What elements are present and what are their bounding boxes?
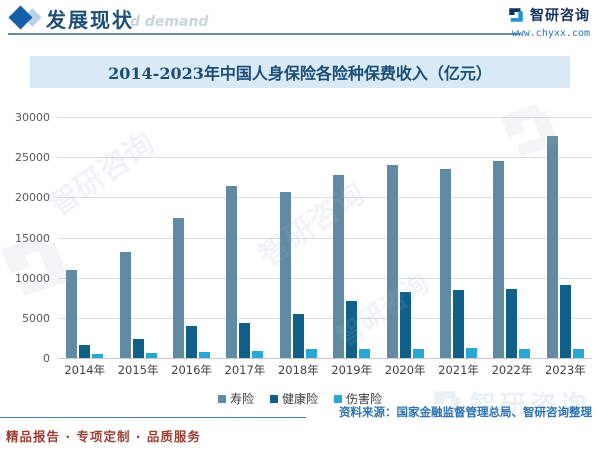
bar-健康险-2020年 xyxy=(399,292,411,358)
bar-寿险-2021年 xyxy=(440,168,452,358)
gridline xyxy=(58,197,592,199)
bar-伤害险-2019年 xyxy=(359,348,371,358)
footer-divider xyxy=(0,417,306,418)
x-axis-tick-label: 2017年 xyxy=(224,363,266,377)
bar-健康险-2021年 xyxy=(453,290,465,358)
x-axis-tick-label: 2022年 xyxy=(491,363,533,377)
legend-item-伤害险: 伤害险 xyxy=(334,390,382,407)
x-axis-tick-label: 2020年 xyxy=(384,363,426,377)
bar-伤害险-2020年 xyxy=(412,348,424,358)
x-axis-tick-label: 2019年 xyxy=(331,363,373,377)
legend-label: 寿险 xyxy=(229,392,254,406)
bar-寿险-2023年 xyxy=(546,135,558,358)
bar-groups xyxy=(58,117,592,358)
chart-title: 2014-2023年中国人身保险各险种保费收入（亿元） xyxy=(108,64,492,83)
gridline xyxy=(58,317,592,319)
y-axis-tick-label: 0 xyxy=(43,352,50,365)
bar-健康险-2022年 xyxy=(506,288,518,358)
legend-swatch-icon xyxy=(269,394,278,403)
bar-寿险-2022年 xyxy=(493,161,505,358)
x-axis-tick-label: 2021年 xyxy=(438,363,479,377)
bar-group-2022年 xyxy=(485,117,538,358)
bar-伤害险-2018年 xyxy=(305,349,317,358)
bar-寿险-2016年 xyxy=(173,217,185,358)
bar-寿险-2015年 xyxy=(119,251,131,358)
bar-伤害险-2023年 xyxy=(572,349,584,358)
y-axis-tick-label: 10000 xyxy=(15,271,50,285)
chart-title-banner: 2014-2023年中国人身保险各险种保费收入（亿元） xyxy=(30,56,570,88)
bar-寿险-2020年 xyxy=(386,165,398,358)
bar-伤害险-2021年 xyxy=(466,348,478,358)
bar-group-2016年 xyxy=(165,117,218,358)
bar-健康险-2023年 xyxy=(559,285,571,358)
bar-伤害险-2016年 xyxy=(199,351,211,358)
legend-label: 伤害险 xyxy=(346,392,383,406)
legend-item-健康险: 健康险 xyxy=(269,390,318,407)
brand-block: 智研咨询 www.chyxx.com xyxy=(480,5,590,39)
bar-健康险-2015年 xyxy=(132,338,144,358)
bar-group-2019年 xyxy=(325,117,378,358)
y-axis-tick-label: 5000 xyxy=(22,311,50,325)
brand-logo-icon xyxy=(509,8,523,22)
bar-健康险-2019年 xyxy=(346,301,358,358)
bar-健康险-2014年 xyxy=(79,345,91,358)
brand-name: 智研咨询 xyxy=(530,8,590,24)
x-axis-labels: 2014年 2015年 2016年 2017年 2018年 2019年 2020年 2021年… xyxy=(58,362,592,378)
bar-健康险-2016年 xyxy=(186,325,198,358)
bar-健康险-2018年 xyxy=(292,314,304,358)
bar-寿险-2017年 xyxy=(226,185,238,358)
bar-group-2015年 xyxy=(111,117,164,358)
x-axis-tick-label: 2018年 xyxy=(277,363,319,377)
bar-寿险-2019年 xyxy=(333,175,345,358)
header-watermark-text: d demand xyxy=(130,14,209,30)
plot-area: 0 5000 10000 15000 20000 25000 30000 xyxy=(15,111,592,365)
page-header: 发展现状 d demand 智研咨询 www.chyxx.com xyxy=(0,0,600,42)
gridline xyxy=(58,358,592,359)
y-axis-tick-label: 25000 xyxy=(15,151,50,165)
bar-健康险-2017年 xyxy=(239,322,251,358)
bar-group-2023年 xyxy=(539,117,592,358)
legend-swatch-icon xyxy=(334,394,342,403)
x-axis-tick-label: 2015年 xyxy=(117,363,159,377)
legend-swatch-icon xyxy=(217,394,226,403)
brand-url: www.chyxx.com xyxy=(511,28,590,39)
y-axis-tick-label: 30000 xyxy=(15,111,50,124)
gridline xyxy=(58,157,592,159)
footer-tagline: 精品报告 · 专项定制 · 品质服务 xyxy=(6,429,201,444)
diamond-icon xyxy=(8,5,33,30)
bar-group-2014年 xyxy=(58,117,111,358)
bar-伤害险-2017年 xyxy=(252,351,264,358)
data-source: 资料来源：国家金融监督管理总局、智研咨询整理 xyxy=(339,405,592,419)
bar-寿险-2018年 xyxy=(279,191,291,358)
bar-伤害险-2022年 xyxy=(519,349,531,358)
x-axis-tick-label: 2016年 xyxy=(171,363,212,377)
gridline xyxy=(58,277,592,279)
y-axis-tick-label: 20000 xyxy=(15,191,50,205)
section-title: 发展现状 xyxy=(46,8,134,32)
bar-group-2018年 xyxy=(272,117,325,358)
gridline xyxy=(58,237,592,239)
x-axis-tick-label: 2023年 xyxy=(544,363,586,377)
y-axis-tick-label: 15000 xyxy=(15,231,50,245)
x-axis-tick-label: 2014年 xyxy=(64,363,106,377)
legend-item-寿险: 寿险 xyxy=(217,390,254,407)
bar-伤害险-2015年 xyxy=(145,352,157,358)
bar-group-2020年 xyxy=(378,117,431,358)
bar-伤害险-2014年 xyxy=(92,353,104,358)
gridline xyxy=(58,117,592,118)
bar-group-2017年 xyxy=(218,117,271,358)
bar-寿险-2014年 xyxy=(66,270,78,358)
chart-legend: 寿险 健康险 伤害险 xyxy=(0,390,600,407)
bar-group-2021年 xyxy=(432,117,485,358)
legend-label: 健康险 xyxy=(281,392,318,406)
header-divider xyxy=(8,33,520,35)
